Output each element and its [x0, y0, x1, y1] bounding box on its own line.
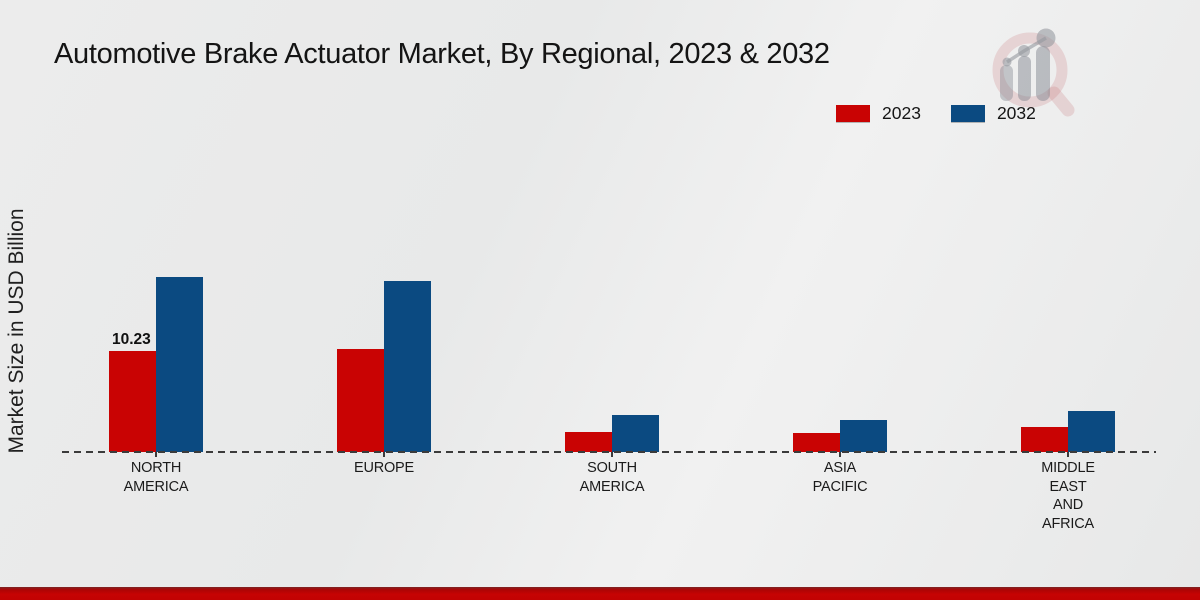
- category-label: MIDDLE EAST AND AFRICA: [988, 459, 1148, 533]
- bar-2023: [793, 433, 840, 452]
- category-label: EUROPE: [304, 459, 464, 478]
- category-label-line: AFRICA: [1042, 515, 1094, 532]
- bar-2032: [384, 281, 431, 452]
- bar-2032: [1068, 411, 1115, 452]
- bar-2032: [840, 420, 887, 452]
- axis-tick: [1067, 452, 1069, 457]
- magnifier-bar-chart-logo-icon: [992, 28, 1075, 117]
- category-label-line: NORTH: [130, 460, 182, 476]
- logo-watermark: [982, 25, 1082, 117]
- chart-title: Automotive Brake Actuator Market, By Reg…: [54, 38, 830, 70]
- legend: 2023 2032: [836, 103, 1036, 124]
- bar-2032: [156, 277, 203, 452]
- legend-item-2023: 2023: [836, 103, 921, 124]
- footer-bar: [0, 587, 1200, 600]
- category-label-line: EAST: [1049, 478, 1087, 495]
- x-axis-line: [62, 451, 1156, 453]
- category-label-line: SOUTH: [587, 460, 637, 476]
- legend-swatch-2023: [836, 105, 870, 122]
- category-label-line: EUROPE: [353, 460, 415, 476]
- category-label-line: MIDDLE: [1041, 460, 1095, 476]
- axis-tick: [611, 452, 613, 457]
- bar-2023: [565, 432, 612, 452]
- category-label: SOUTH AMERICA: [532, 459, 692, 496]
- bar-2023: [1021, 427, 1068, 452]
- category-label: ASIA PACIFIC: [760, 459, 920, 496]
- legend-label: 2023: [882, 103, 921, 123]
- bar-2023: [337, 349, 384, 452]
- y-axis-label: Market Size in USD Billion: [5, 208, 28, 454]
- category-label-line: ASIA: [823, 460, 857, 476]
- legend-label: 2032: [996, 103, 1036, 123]
- category-label-line: AMERICA: [579, 478, 645, 495]
- axis-tick: [839, 452, 841, 457]
- legend-swatch-2032: [950, 105, 985, 122]
- bar-2023: [109, 351, 156, 452]
- category-label-line: AND: [1052, 497, 1083, 513]
- category-label-line: AMERICA: [123, 478, 189, 495]
- legend-item-2032: 2032: [950, 103, 1036, 124]
- bar-2032: [612, 415, 659, 452]
- category-label-line: PACIFIC: [812, 478, 868, 495]
- axis-tick: [155, 452, 157, 457]
- value-label: 10.23: [112, 331, 151, 348]
- axis-tick: [383, 452, 385, 457]
- category-label: NORTH AMERICA: [76, 459, 236, 496]
